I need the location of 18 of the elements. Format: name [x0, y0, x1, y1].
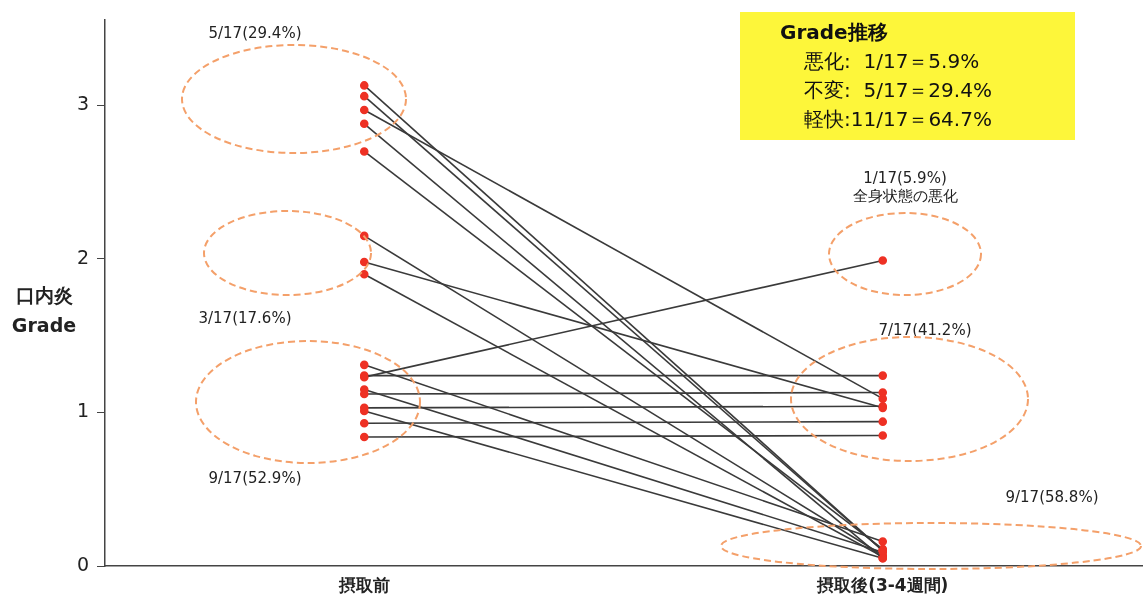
annotation: 不変: 5/17＝29.4%	[803, 77, 993, 104]
annotation: 全身状態の悪化	[851, 187, 959, 205]
y-tick-label: 3	[76, 92, 89, 115]
annotation: 軽快:11/17＝64.7%	[803, 106, 993, 133]
y-tick-label: 2	[76, 245, 89, 268]
x-tick-label: 摂取前	[337, 574, 390, 595]
annotation: Grade推移	[780, 19, 889, 46]
annotation: 3/17(17.6%)	[197, 309, 293, 327]
annotation: 5/17(29.4%)	[207, 24, 303, 42]
y-axis-title: 口内炎 Grade	[10, 283, 78, 338]
x-tick-label: 摂取後(3-4週間)	[816, 574, 949, 595]
annotation: 9/17(52.9%)	[207, 469, 303, 487]
annotation: 9/17(58.8%)	[1004, 488, 1100, 506]
y-tick-label: 0	[76, 552, 89, 575]
y-tick-label: 1	[76, 399, 89, 422]
annotation: 悪化: 1/17＝5.9%	[803, 48, 981, 75]
annotation: 7/17(41.2%)	[877, 321, 973, 339]
annotation: 1/17(5.9%)	[862, 169, 948, 187]
